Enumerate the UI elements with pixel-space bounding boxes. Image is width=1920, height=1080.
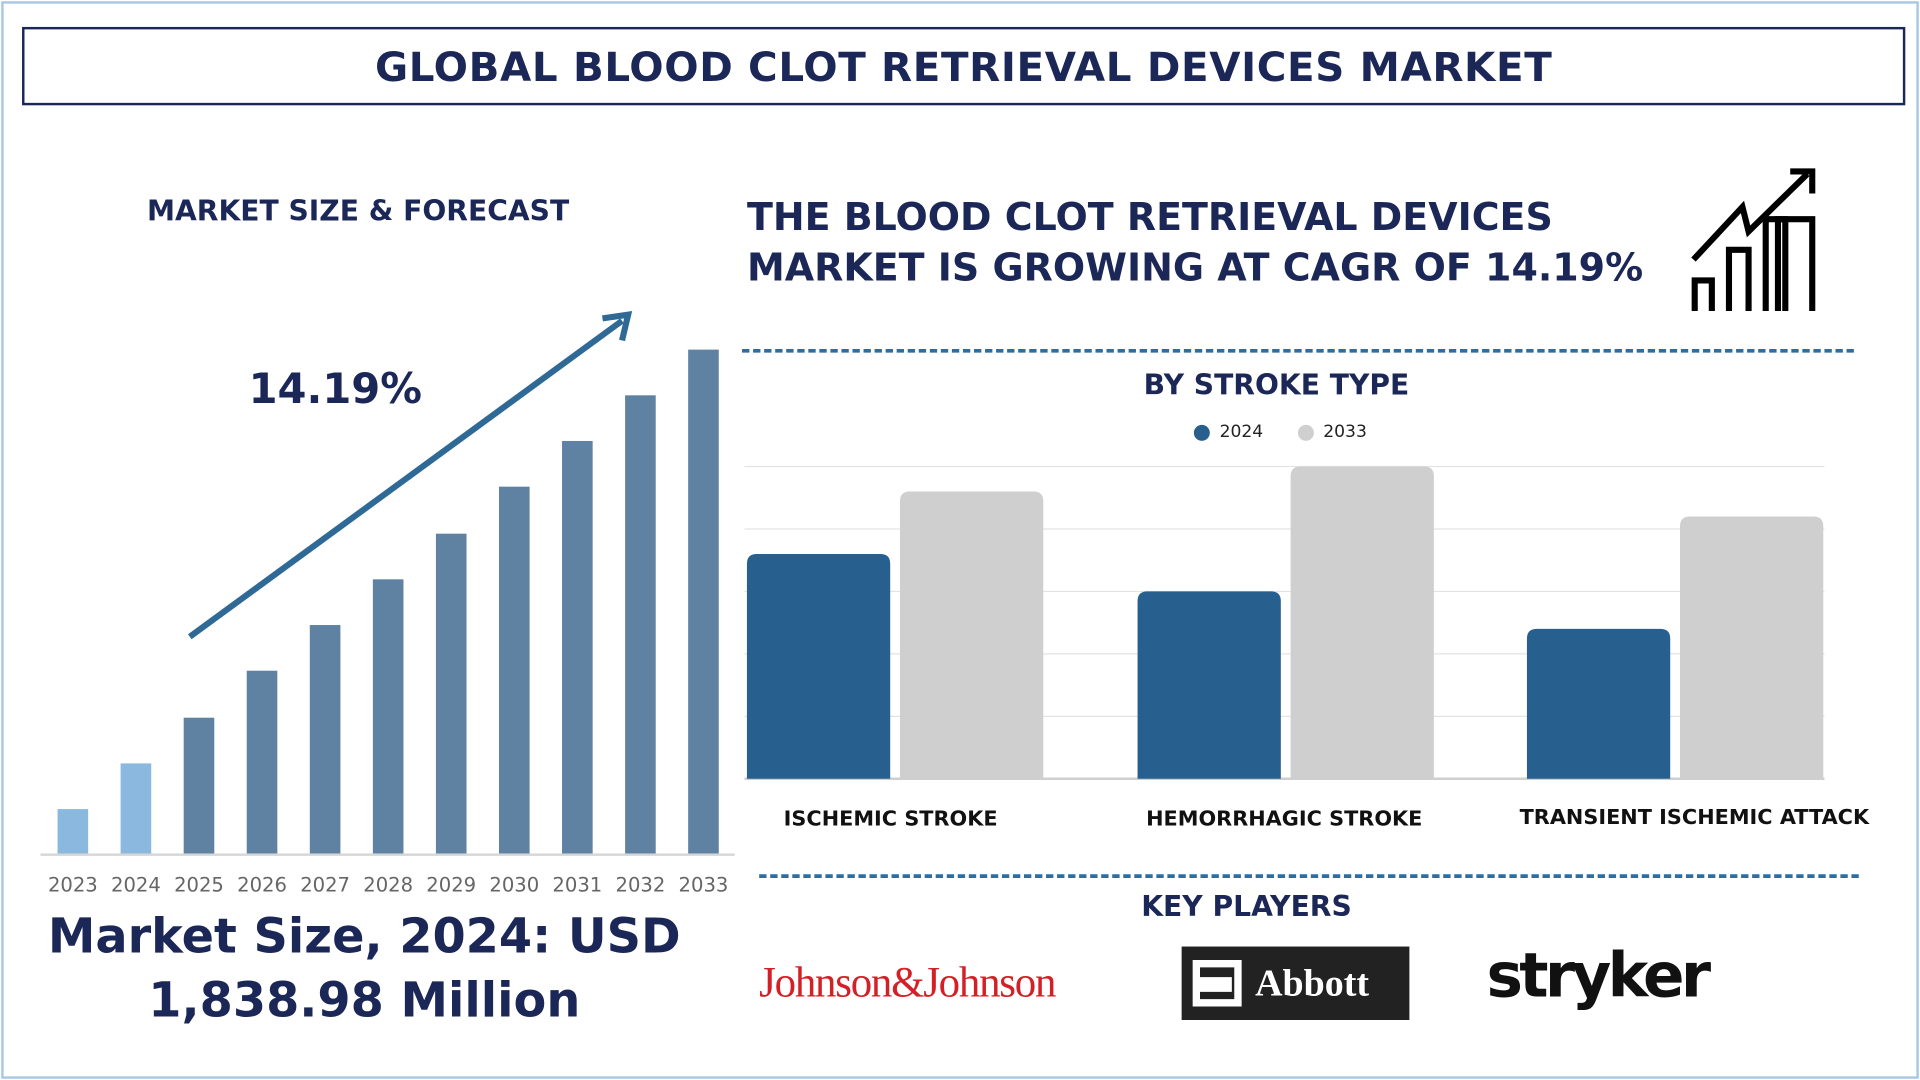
tick-label: 2031 <box>552 873 602 896</box>
bar-2028 <box>372 579 404 854</box>
tick-label: 2023 <box>48 873 98 896</box>
bar-2024 <box>120 763 152 854</box>
bar-2024-1 <box>1137 591 1281 779</box>
bar-2023 <box>57 809 89 854</box>
page-title: GLOBAL BLOOD CLOT RETRIEVAL DEVICES MARK… <box>22 26 1906 106</box>
bar-2033-1 <box>1290 466 1434 779</box>
legend-swatch-2033 <box>1297 424 1314 441</box>
abbott-wordmark: Abbott <box>1255 961 1369 1005</box>
headline-line2: MARKET IS GROWING AT CAGR OF 14.19% <box>746 246 1644 291</box>
legend-label-2033: 2033 <box>1323 422 1367 443</box>
bar-2031 <box>562 440 593 854</box>
bar-2024-0 <box>746 553 891 779</box>
divider <box>759 874 1859 878</box>
legend: 2024 2033 <box>1193 422 1367 443</box>
category-label: HEMORRHAGIC STROKE <box>1146 806 1423 832</box>
bar-2033-0 <box>900 491 1044 779</box>
tick-label: 2026 <box>237 873 287 896</box>
cagr-label: 14.19% <box>248 364 422 414</box>
tick-label: 2027 <box>300 873 350 896</box>
legend-label-2024: 2024 <box>1219 422 1264 443</box>
category-label: ISCHEMIC STROKE <box>783 806 998 832</box>
bar-2029 <box>435 533 467 854</box>
tick-label: 2029 <box>426 873 476 896</box>
legend-swatch-2024 <box>1193 424 1210 441</box>
market-forecast-chart: 2023 2024 2025 2026 2027 2028 2029 2030 2031 2032… <box>40 311 735 896</box>
logo-johnson-and-johnson: Johnson&Johnson <box>759 958 1056 1007</box>
bar-2032 <box>625 395 656 854</box>
bar-2026 <box>246 670 278 854</box>
abbott-symbol-icon <box>1192 960 1242 1007</box>
logo-stryker: stryker <box>1486 940 1712 1012</box>
stroke-type-chart <box>744 465 1825 781</box>
bar-2033-2 <box>1680 516 1824 779</box>
tick-label: 2024 <box>111 873 161 896</box>
market-size-line2: 1,838.98 Million <box>148 973 581 1029</box>
divider <box>742 348 1854 353</box>
bar-2024-2 <box>1526 628 1671 779</box>
tick-label: 2032 <box>615 873 665 896</box>
bar-2025 <box>183 717 215 854</box>
trend-arrow-head <box>602 311 633 342</box>
bar-2033 <box>688 349 719 854</box>
market-size-line1: Market Size, 2024: USD <box>47 909 681 965</box>
tick-label: 2028 <box>363 873 413 896</box>
bar-chart-growth-arrow-icon <box>1691 168 1816 312</box>
logo-abbott: Abbott <box>1181 946 1410 1021</box>
key-players-heading: KEY PLAYERS <box>1141 891 1352 924</box>
market-size-heading: MARKET SIZE & FORECAST <box>146 195 570 228</box>
tick-label: 2025 <box>174 873 224 896</box>
tick-label: 2030 <box>489 873 539 896</box>
trend-arrow <box>187 318 624 640</box>
bar-2027 <box>309 625 341 854</box>
tick-label: 2033 <box>679 873 729 896</box>
category-label: TRANSIENT ISCHEMIC ATTACK <box>1519 805 1870 831</box>
headline-line1: THE BLOOD CLOT RETRIEVAL DEVICES <box>746 195 1553 241</box>
bar-2030 <box>498 486 530 854</box>
stroke-chart-title: BY STROKE TYPE <box>1143 369 1410 402</box>
